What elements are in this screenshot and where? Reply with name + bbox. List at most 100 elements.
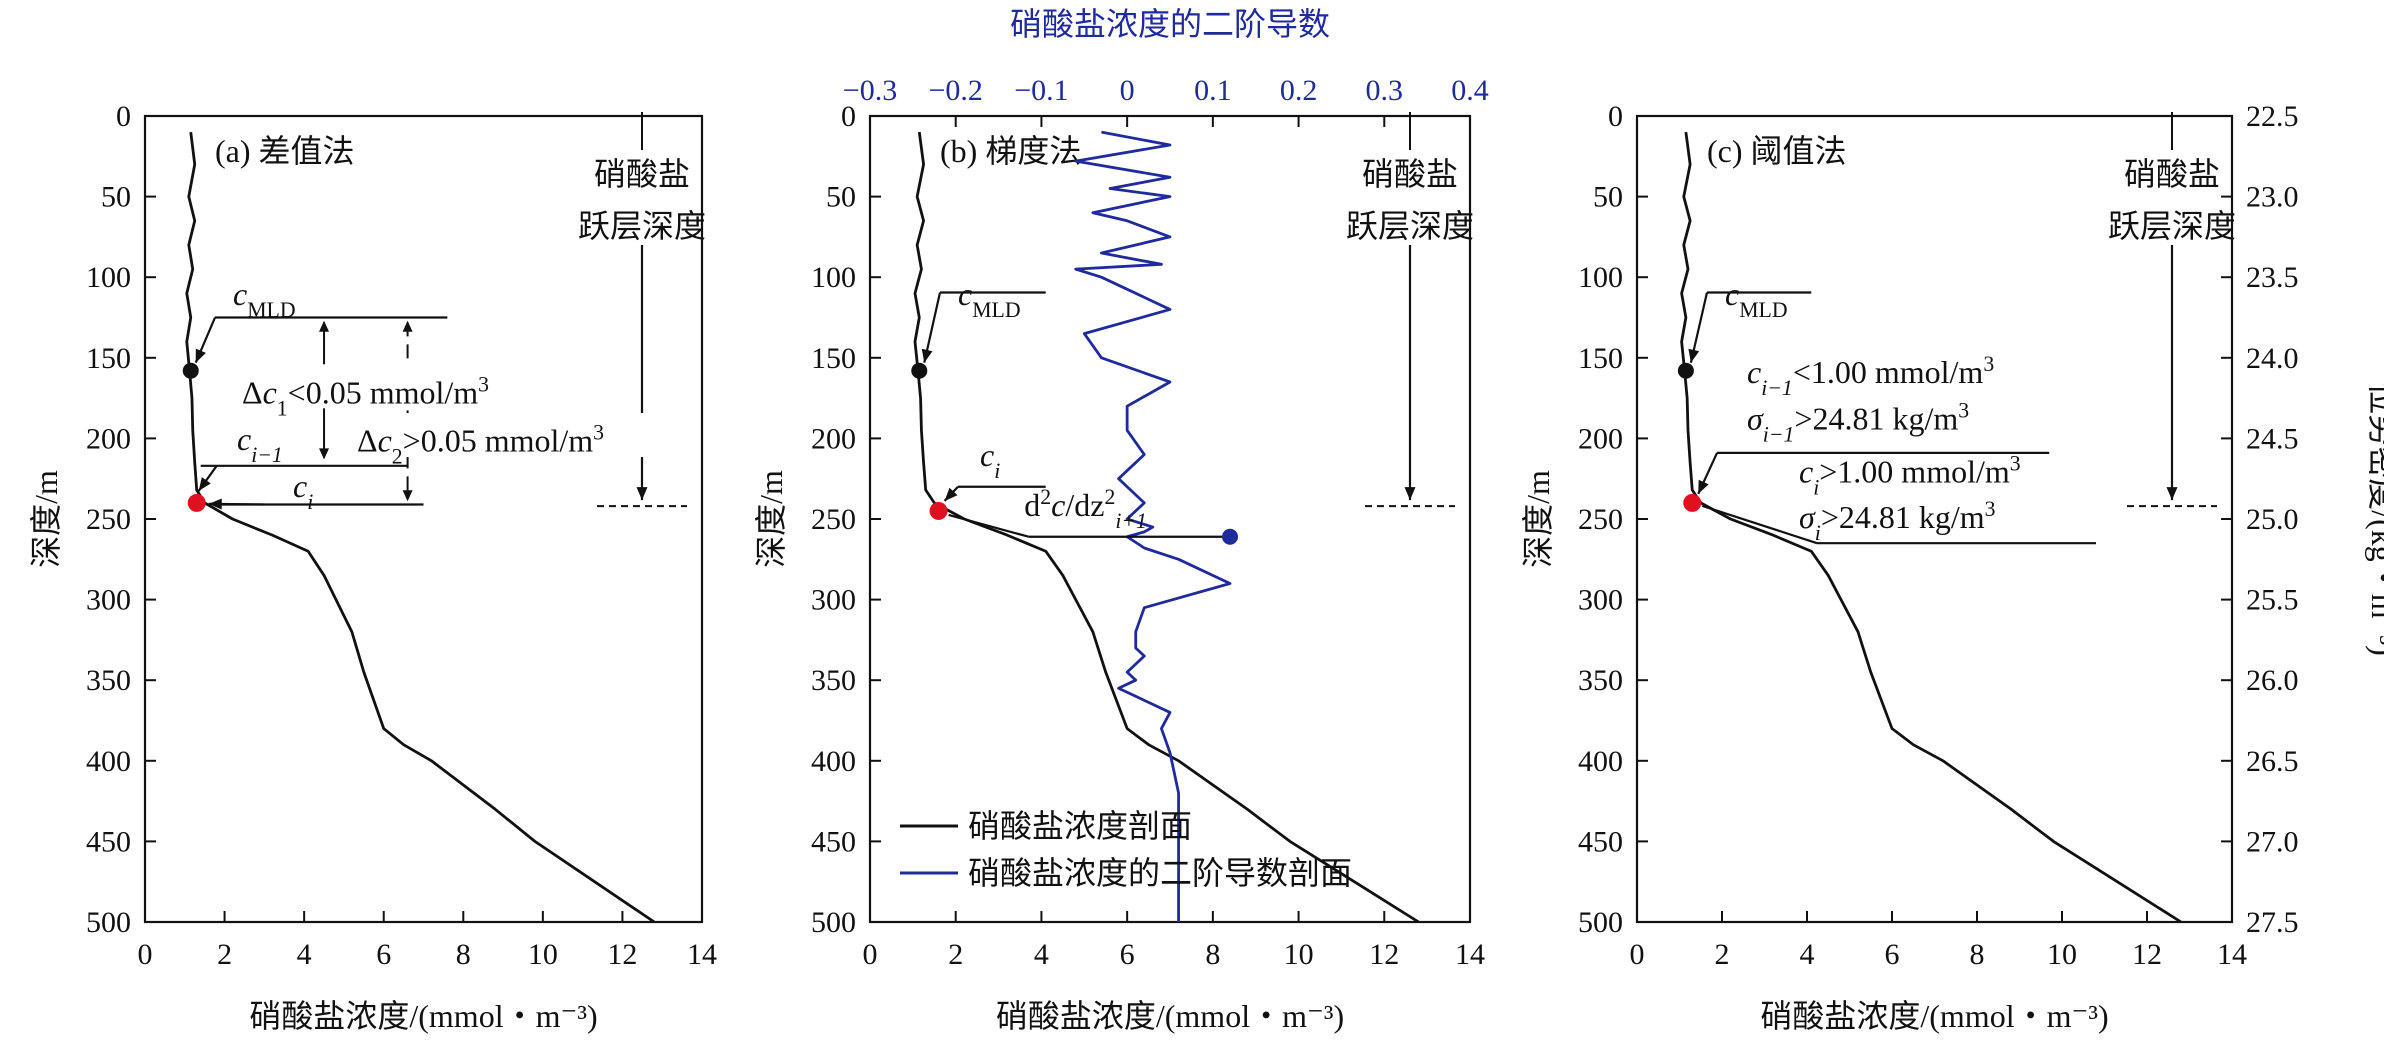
cline-point bbox=[1683, 493, 1702, 512]
x-tick-label: 14 bbox=[687, 938, 717, 971]
y2-tick-label: 27.0 bbox=[2246, 825, 2299, 858]
x-axis-title: 硝酸盐浓度/(mmol・m⁻³) bbox=[249, 998, 597, 1034]
y-axis-title: 深度/m bbox=[753, 470, 789, 568]
x-tick-label: 2 bbox=[1715, 938, 1730, 971]
mld-label: cMLD bbox=[1725, 276, 1788, 322]
y2-tick-label: 23.0 bbox=[2246, 181, 2299, 214]
derivative-profile-line bbox=[1074, 130, 1232, 922]
y-tick-label: 100 bbox=[86, 261, 131, 294]
c-i-label: ci bbox=[293, 468, 313, 514]
panel-c: 0 2 4 6 8 10 12 14 0 50 100 150 200 250 300 350 400 450 50… bbox=[1520, 100, 2384, 1034]
y-tick-label: 250 bbox=[1578, 503, 1623, 536]
c-prev-arrow-head bbox=[198, 477, 211, 491]
x-tick-label: 8 bbox=[1970, 938, 1985, 971]
mld-label: cMLD bbox=[233, 276, 296, 322]
y2-tick-label: 25.0 bbox=[2246, 503, 2299, 536]
cline-label-line2: 跃层深度 bbox=[2108, 208, 2236, 244]
y2-tick-label: 26.0 bbox=[2246, 664, 2299, 697]
y-tick-label: 500 bbox=[86, 906, 131, 939]
cline-label-line1: 硝酸盐 bbox=[2124, 156, 2220, 192]
x-tick-label: 6 bbox=[376, 938, 391, 971]
y-tick-label: 200 bbox=[86, 422, 131, 455]
y-tick-label: 350 bbox=[86, 664, 131, 697]
y-tick-label: 100 bbox=[811, 261, 856, 294]
x-tick-label: 12 bbox=[2132, 938, 2162, 971]
y2-axis-title: 位势密度/(kg・m⁻³) bbox=[2365, 382, 2384, 656]
y-tick-label: 400 bbox=[1578, 745, 1623, 778]
c-i-threshold-label: ci>1.00 mmol/m3 bbox=[1799, 452, 2021, 500]
x-tick-label: 6 bbox=[1885, 938, 1900, 971]
cline-arrow-head bbox=[636, 487, 648, 501]
cline-label-line2: 跃层深度 bbox=[578, 208, 706, 244]
y-tick-label: 50 bbox=[1593, 181, 1623, 214]
prev-arrow-head bbox=[1698, 479, 1709, 494]
y-tick-label: 250 bbox=[811, 503, 856, 536]
cline-arrow-head bbox=[2166, 487, 2178, 501]
x-tick-label: 4 bbox=[1034, 938, 1049, 971]
y2-tick-label: 27.5 bbox=[2246, 906, 2299, 939]
deriv-leader-2 bbox=[948, 513, 1029, 538]
y2-tick-label: 25.5 bbox=[2246, 584, 2299, 617]
y-tick-label: 450 bbox=[86, 825, 131, 858]
dc1-label: Δc1<0.05 mmol/m3 bbox=[242, 372, 489, 420]
y-tick-label: 200 bbox=[811, 422, 856, 455]
x2-tick-label: −0.1 bbox=[1014, 74, 1068, 107]
y-tick-label: 350 bbox=[1578, 664, 1623, 697]
y-axis-title: 深度/m bbox=[28, 470, 64, 568]
mld-arrow-head bbox=[921, 348, 933, 363]
x-tick-label: 2 bbox=[948, 938, 963, 971]
y-tick-label: 200 bbox=[1578, 422, 1623, 455]
dc1-label-bg bbox=[237, 364, 532, 409]
y-axis-title: 深度/m bbox=[1520, 470, 1556, 568]
x-tick-label: 14 bbox=[1455, 938, 1485, 971]
y-tick-label: 150 bbox=[1578, 342, 1623, 375]
panel-title: (c) 阈值法 bbox=[1707, 133, 1847, 169]
mld-label: cMLD bbox=[958, 276, 1021, 322]
x2-tick-label: −0.2 bbox=[929, 74, 983, 107]
dc2-label: Δc2>0.05 mmol/m3 bbox=[357, 421, 604, 469]
dc1-arrow-up bbox=[319, 320, 330, 332]
x-tick-label: 0 bbox=[138, 938, 153, 971]
y-tick-label: 500 bbox=[811, 906, 856, 939]
y2-tick-label: 23.5 bbox=[2246, 261, 2299, 294]
y-tick-label: 50 bbox=[101, 181, 131, 214]
y-tick-label: 300 bbox=[811, 584, 856, 617]
x-tick-label: 14 bbox=[2217, 938, 2247, 971]
mld-point bbox=[182, 362, 199, 379]
cline-label-line2: 跃层深度 bbox=[1346, 208, 1474, 244]
x-tick-label: 10 bbox=[1284, 938, 1314, 971]
y2-tick-label: 24.0 bbox=[2246, 342, 2299, 375]
dc2-arrow-down bbox=[402, 490, 413, 502]
panel-a: 0 2 4 6 8 10 12 14 0 50 100 150 200 250 300 350 400 450 50… bbox=[28, 100, 717, 1034]
legend-label-profile: 硝酸盐浓度剖面 bbox=[968, 808, 1192, 844]
cline-point bbox=[929, 501, 948, 520]
panel-b: 0 2 4 6 8 10 12 14 0 50 100 150 200 250 300 350 400 450 50… bbox=[753, 6, 1489, 1034]
cline-arrow-head bbox=[1404, 487, 1416, 501]
cline-point bbox=[187, 493, 206, 512]
cline-label-line1: 硝酸盐 bbox=[594, 156, 690, 192]
x-tick-label: 10 bbox=[528, 938, 558, 971]
x2-tick-label: 0.2 bbox=[1280, 74, 1318, 107]
x-tick-label: 12 bbox=[607, 938, 637, 971]
x-tick-label: 2 bbox=[217, 938, 232, 971]
x2-tick-label: 0 bbox=[1120, 74, 1135, 107]
y-tick-label: 50 bbox=[826, 181, 856, 214]
dc2-arrow-up bbox=[402, 320, 413, 332]
y-tick-label: 100 bbox=[1578, 261, 1623, 294]
x2-tick-label: −0.3 bbox=[843, 74, 897, 107]
cline-label-line1: 硝酸盐 bbox=[1362, 156, 1458, 192]
mld-point bbox=[1677, 362, 1694, 379]
y2-tick-label: 26.5 bbox=[2246, 745, 2299, 778]
x-axis-title: 硝酸盐浓度/(mmol・m⁻³) bbox=[1760, 998, 2108, 1034]
x-tick-label: 4 bbox=[1800, 938, 1815, 971]
mld-point bbox=[911, 362, 928, 379]
y-tick-label: 500 bbox=[1578, 906, 1623, 939]
legend-label-derivative: 硝酸盐浓度的二阶导数剖面 bbox=[968, 855, 1352, 891]
c-prev-threshold-label: ci−1<1.00 mmol/m3 bbox=[1747, 352, 1994, 400]
x-axis-title: 硝酸盐浓度/(mmol・m⁻³) bbox=[996, 998, 1344, 1034]
derivative-point bbox=[1222, 528, 1238, 545]
x-tick-label: 8 bbox=[456, 938, 471, 971]
panel-title: (a) 差值法 bbox=[215, 133, 355, 169]
second-derivative-label: d2c/dz2i+1 bbox=[1024, 485, 1147, 533]
y-tick-label: 300 bbox=[1578, 584, 1623, 617]
